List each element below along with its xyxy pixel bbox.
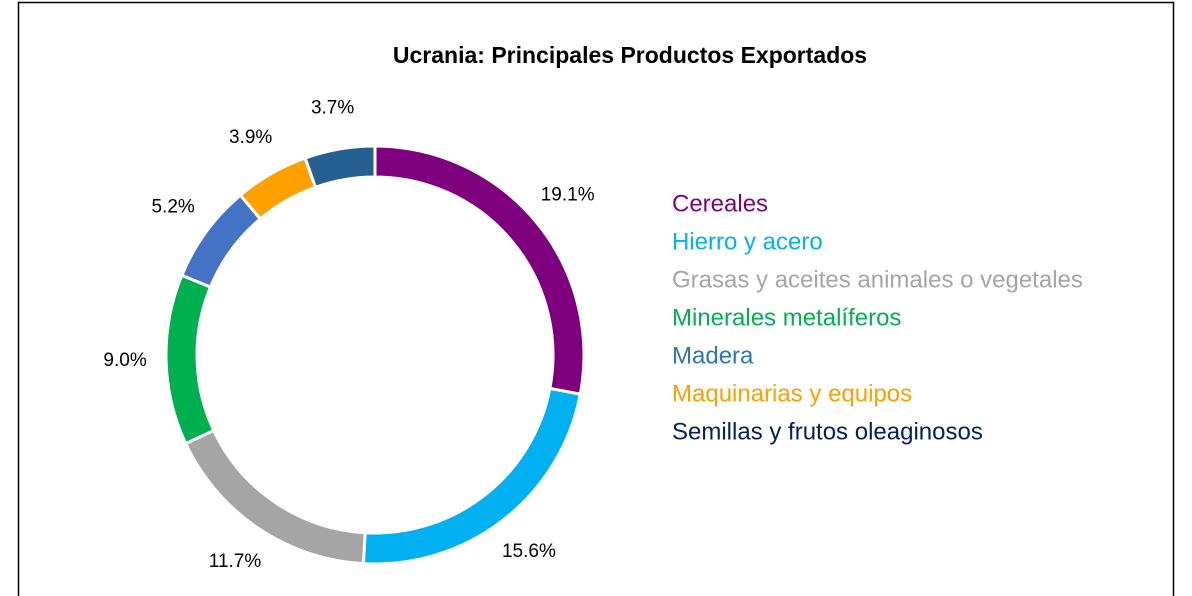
data-label: 3.7% (311, 98, 354, 119)
chart-frame (17, 1, 1175, 596)
legend-entry: Madera (672, 342, 754, 369)
legend-entry: Hierro y acero (672, 228, 823, 255)
data-label: 3.9% (229, 127, 272, 148)
legend-entry: Cereales (672, 190, 768, 217)
legend-entry: Maquinarias y equipos (672, 380, 912, 407)
donut-slice (303, 144, 377, 190)
legend-entry: Semillas y frutos oleaginosos (672, 418, 983, 445)
data-label: 11.7% (209, 551, 262, 572)
data-label: 9.0% (103, 350, 146, 371)
legend-entry: Minerales metalíferos (672, 304, 901, 331)
chart-title: Ucrania: Principales Productos Exportado… (393, 42, 867, 68)
data-label: 5.2% (151, 197, 194, 218)
data-label: 15.6% (502, 541, 556, 562)
legend-entry: Grasas y aceites animales o vegetales (672, 266, 1083, 293)
data-label: 19.1% (541, 185, 595, 206)
